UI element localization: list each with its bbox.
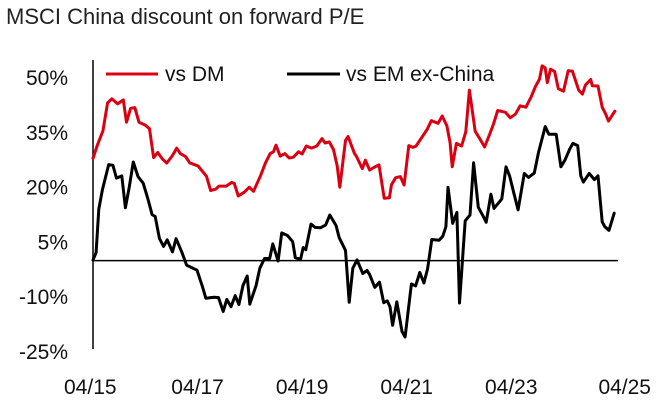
- y-tick-label: 35%: [26, 122, 68, 145]
- series-line-vs-dm: [91, 64, 617, 200]
- legend-label: vs DM: [165, 63, 225, 86]
- x-tick-label: 04/19: [276, 376, 329, 399]
- x-tick-label: 04/15: [64, 376, 117, 399]
- y-tick-label: 20%: [26, 177, 68, 200]
- series-line-vs-em-ex-china: [91, 125, 616, 339]
- tick-labels: 50% 35% 20% 5% -10% -25% 04/15 04/17 04/19 04/21 0…: [19, 67, 651, 399]
- y-tick-label: 5%: [38, 231, 68, 254]
- x-tick-label: 04/23: [485, 376, 538, 399]
- y-tick-label: -25%: [19, 341, 68, 364]
- legend: vs DM vs EM ex-China: [106, 63, 495, 86]
- chart-title: MSCI China discount on forward P/E: [6, 4, 365, 29]
- x-tick-label: 04/21: [380, 376, 433, 399]
- y-tick-label: 50%: [26, 67, 68, 90]
- legend-label: vs EM ex-China: [346, 63, 495, 86]
- x-tick-label: 04/17: [171, 376, 224, 399]
- axes: [92, 60, 618, 349]
- x-tick-label: 04/25: [598, 376, 651, 399]
- y-tick-label: -10%: [19, 286, 68, 309]
- series-layer: [91, 64, 617, 339]
